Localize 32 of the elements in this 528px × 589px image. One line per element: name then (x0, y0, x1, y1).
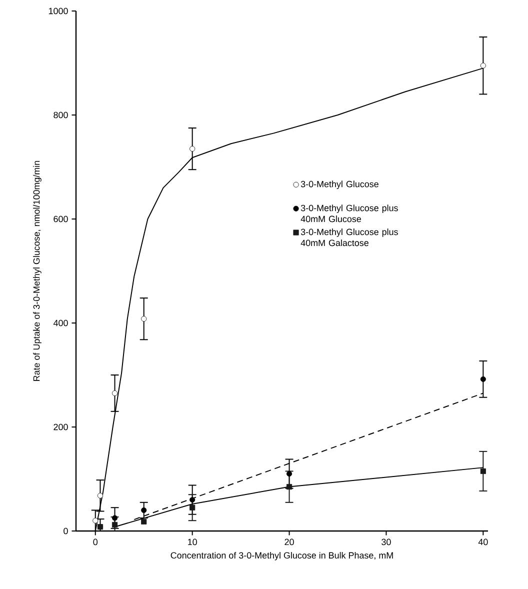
legend-label: 3-0-Methyl Glucose (300, 180, 378, 190)
x-tick-label: 10 (188, 538, 197, 546)
y-tick-label: 800 (54, 112, 68, 118)
y-tick-label: 600 (54, 216, 68, 222)
x-tick-label: 20 (284, 538, 294, 546)
point (190, 504, 196, 510)
point (190, 497, 196, 503)
point (480, 62, 486, 68)
x-tick-label: 0 (93, 538, 98, 546)
legend-label: 3-0-Methyl Glucose plus 40mM Galactose (300, 228, 398, 246)
legend-label: 3-0-Methyl Glucose plus 40mM Glucose (300, 204, 398, 222)
y-tick-label: 1000 (48, 8, 68, 14)
point (480, 376, 486, 382)
point (112, 390, 118, 396)
point (480, 468, 486, 474)
x-axis-title: Concentration of 3-0-Methyl Glucose in Bulk Phase, mM (170, 552, 393, 560)
point (286, 471, 292, 477)
y-tick-label: 200 (54, 424, 68, 430)
point (141, 518, 147, 524)
point (286, 484, 292, 490)
y-axis-title: Rate of Uptake of 3-0-Methyl Glucose, nmol/100mg/min (33, 160, 42, 381)
x-tick-label: 30 (382, 538, 391, 546)
point (141, 316, 147, 322)
y-tick-label: 400 (53, 320, 68, 326)
point (141, 507, 147, 513)
y-tick-label: 0 (64, 528, 68, 534)
point (97, 492, 104, 498)
point (112, 515, 118, 521)
point (190, 146, 196, 152)
point (112, 522, 118, 528)
x-tick-label: 40 (478, 538, 488, 546)
point (92, 518, 98, 524)
